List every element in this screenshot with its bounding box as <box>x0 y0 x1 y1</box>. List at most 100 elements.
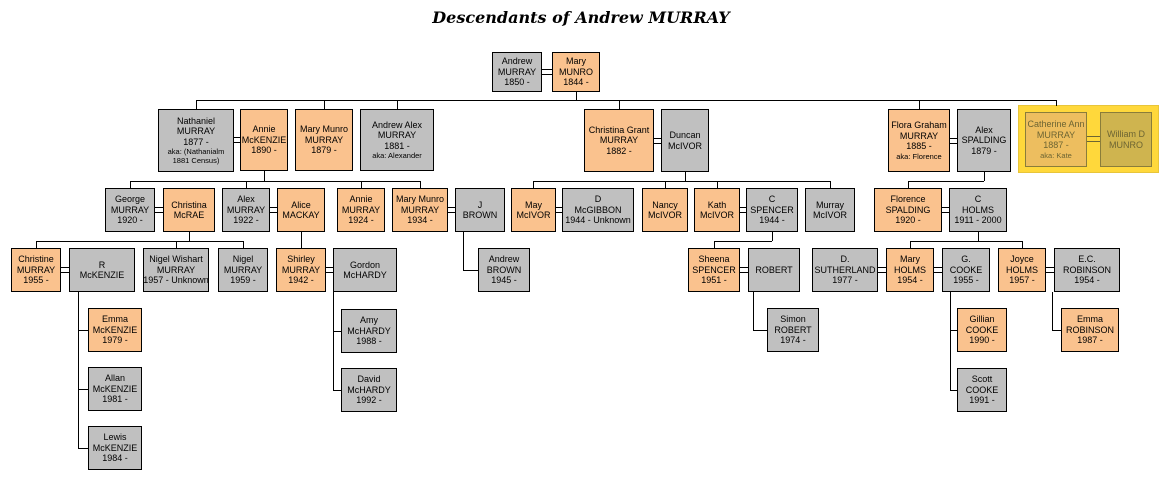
connector-line <box>910 241 1022 242</box>
person-box-d-mcgibbon[interactable]: D McGIBBON 1944 - Unknown <box>562 188 634 232</box>
person-box-annie-mckenzie[interactable]: Annie McKENZIE 1890 - <box>240 109 288 171</box>
person-text: 1879 - <box>311 145 337 156</box>
connector-line <box>984 172 985 181</box>
person-box-scott-cooke[interactable]: Scott COOKE 1991 - <box>957 368 1007 412</box>
connector-line <box>533 181 830 182</box>
person-text: 1951 - <box>701 275 727 286</box>
person-aka-text: aka: Kate <box>1040 150 1072 160</box>
connector-line <box>324 100 325 109</box>
person-box-r-mckenzie[interactable]: R McKENZIE <box>69 248 135 292</box>
person-box-david-mchardy[interactable]: David McHARDY 1992 - <box>341 368 397 412</box>
person-text: McKENZIE <box>79 270 125 280</box>
person-text: R <box>98 259 106 270</box>
person-box-andrew-alex-murray[interactable]: Andrew Alex MURRAY 1881 - aka: Alexander <box>360 109 434 171</box>
person-box-duncan-mcivor[interactable]: Duncan McIVOR <box>661 109 709 172</box>
person-box-catherine-ann-murray[interactable]: Catherine Ann MURRAY 1887 - aka: Kate <box>1025 112 1087 167</box>
person-text: McKENZIE <box>92 324 138 335</box>
connector-line <box>333 292 334 390</box>
connector-line <box>78 330 88 331</box>
person-text: G. <box>961 254 971 265</box>
connector-line <box>714 241 772 242</box>
connector-line <box>908 181 984 182</box>
person-box-sheena-spencer[interactable]: Sheena SPENCER 1951 - <box>688 248 740 292</box>
person-text: MURRAY <box>176 126 216 137</box>
person-text: MURRAY <box>16 264 56 275</box>
person-text: 1987 - <box>1077 335 1103 346</box>
person-box-mary-munro[interactable]: Mary MUNRO 1844 - <box>552 52 600 92</box>
person-aka-text: aka: (Nathanialm <box>167 147 225 157</box>
person-text: Christine <box>18 254 54 265</box>
person-box-nigel-wishart-murray[interactable]: Nigel Wishart MURRAY 1957 - Unknown <box>143 248 209 292</box>
person-box-gordon-mchardy[interactable]: Gordon McHARDY <box>333 248 397 292</box>
person-text: Mary <box>566 56 586 67</box>
person-box-annie-murray[interactable]: Annie MURRAY 1924 - <box>337 188 385 232</box>
person-text: C <box>768 194 776 205</box>
person-text: 1850 - <box>504 77 530 88</box>
person-box-c-holms[interactable]: C HOLMS 1911 - 2000 <box>949 188 1007 232</box>
person-box-christine-murray[interactable]: Christine MURRAY 1955 - <box>11 248 61 292</box>
person-box-mary-munro-murray-1934[interactable]: Mary Munro MURRAY 1934 - <box>392 188 448 232</box>
person-aka-text: aka: Florence <box>896 151 942 161</box>
person-box-ec-robinson[interactable]: E.C. ROBINSON 1954 - <box>1054 248 1120 292</box>
connector-line <box>665 181 666 188</box>
marriage-connector <box>942 207 949 213</box>
person-text: Amy <box>360 315 378 326</box>
diagram-title: Descendants of Andrew MURRAY <box>432 8 730 27</box>
person-box-may-mcivor[interactable]: May McIVOR <box>511 188 556 232</box>
person-text: 1955 - <box>953 275 979 286</box>
person-text: BROWN <box>486 264 522 275</box>
person-text: Sheena <box>698 254 730 265</box>
person-box-kath-mcivor[interactable]: Kath McIVOR <box>694 188 740 232</box>
connector-line <box>685 172 686 181</box>
person-box-joyce-holms[interactable]: Joyce HOLMS 1957 - <box>998 248 1046 292</box>
marriage-connector <box>556 207 562 213</box>
person-box-andrew-brown[interactable]: Andrew BROWN 1945 - <box>478 248 530 292</box>
person-box-gillian-cooke[interactable]: Gillian COOKE 1990 - <box>957 308 1007 352</box>
person-box-murray-mcivor[interactable]: Murray McIVOR <box>805 188 855 232</box>
connector-line <box>301 232 302 248</box>
person-box-christina-grant-murray[interactable]: Christina Grant MURRAY 1882 - <box>584 109 654 172</box>
person-text: COOKE <box>965 384 999 395</box>
person-box-d-sutherland[interactable]: D. SUTHERLAND 1977 - <box>812 248 878 292</box>
person-box-mary-holms[interactable]: Mary HOLMS 1954 - <box>886 248 934 292</box>
person-box-florence-spalding[interactable]: Florence SPALDING 1920 - <box>874 188 942 232</box>
person-box-simon-robert[interactable]: Simon ROBERT 1974 - <box>767 308 819 352</box>
person-text: McHARDY <box>347 325 391 336</box>
connector-line <box>130 181 131 188</box>
person-box-andrew-murray[interactable]: Andrew MURRAY 1850 - <box>492 52 542 92</box>
person-box-nathaniel-murray[interactable]: Nathaniel MURRAY 1877 - aka: (Nathanialm 188… <box>158 109 234 172</box>
person-text: MURRAY <box>899 130 939 141</box>
person-text: Mary <box>900 254 920 265</box>
person-box-lewis-mckenzie[interactable]: Lewis McKENZIE 1984 - <box>88 426 142 470</box>
person-box-alex-spalding[interactable]: Alex SPALDING 1879 - <box>957 109 1011 172</box>
person-box-nigel-murray[interactable]: Nigel MURRAY 1959 - <box>218 248 268 292</box>
connector-line <box>78 292 79 448</box>
person-box-alice-mackay[interactable]: Alice MACKAY <box>277 188 325 232</box>
marriage-connector <box>878 267 886 273</box>
person-box-alex-murray[interactable]: Alex MURRAY 1922 - <box>222 188 270 232</box>
person-box-nancy-mcivor[interactable]: Nancy McIVOR <box>642 188 688 232</box>
person-text: 1977 - <box>832 275 858 286</box>
person-box-mary-munro-murray-1879[interactable]: Mary Munro MURRAY 1879 - <box>295 109 353 171</box>
person-box-george-murray[interactable]: George MURRAY 1920 - <box>105 188 155 232</box>
person-text: C <box>974 194 982 205</box>
person-text: MURRAY <box>110 204 150 215</box>
person-box-g-cooke[interactable]: G. COOKE 1955 - <box>942 248 990 292</box>
person-text: Christina Grant <box>588 124 650 135</box>
person-box-emma-robinson[interactable]: Emma ROBINSON 1987 - <box>1061 308 1119 352</box>
person-box-shirley-murray[interactable]: Shirley MURRAY 1942 - <box>276 248 326 292</box>
person-text: Alex <box>237 194 255 205</box>
person-text: MURRAY <box>497 66 537 77</box>
person-text: Alice <box>291 199 311 210</box>
person-box-c-spencer[interactable]: C SPENCER 1944 - <box>746 188 798 232</box>
person-box-amy-mchardy[interactable]: Amy McHARDY 1988 - <box>341 309 397 353</box>
person-box-christina-mcrae[interactable]: Christina McRAE <box>163 188 215 232</box>
person-box-flora-graham-murray[interactable]: Flora Graham MURRAY 1885 - aka: Florence <box>888 109 950 172</box>
person-box-emma-mckenzie[interactable]: Emma McKENZIE 1979 - <box>88 308 142 352</box>
person-text: 1957 - <box>1009 275 1035 286</box>
person-box-william-d-munro[interactable]: William D MUNRO <box>1100 112 1152 167</box>
person-box-allan-mckenzie[interactable]: Allan McKENZIE 1981 - <box>88 367 142 411</box>
person-box-j-brown[interactable]: J BROWN <box>455 188 505 232</box>
connector-line <box>264 171 265 181</box>
person-box-robert[interactable]: ROBERT <box>748 248 800 292</box>
